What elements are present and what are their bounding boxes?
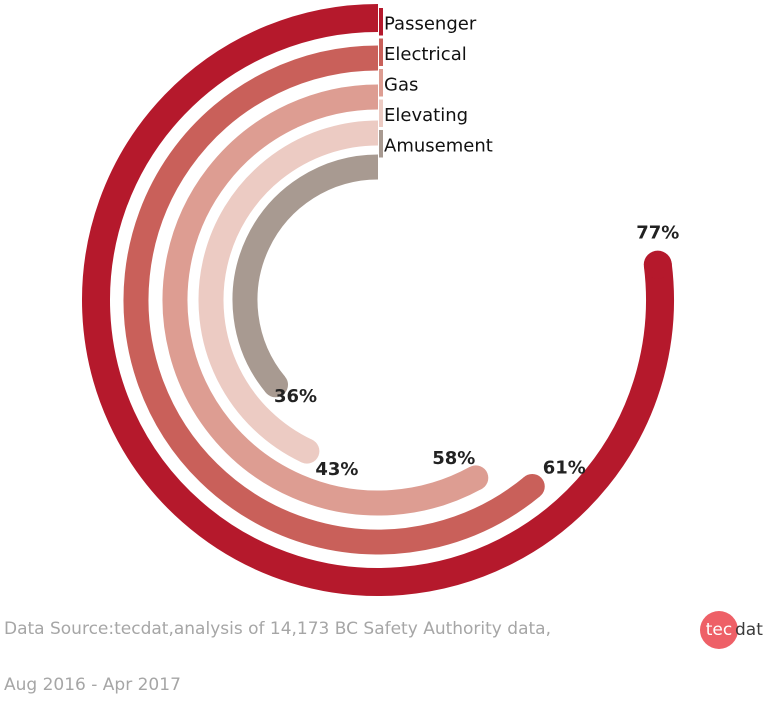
arc-passenger [82,4,674,596]
data-label-passenger: 77% [636,223,679,244]
data-label-amusement: 36% [274,386,317,407]
legend-swatch-elevating [379,99,383,127]
data-source-line-2: Aug 2016 - Apr 2017 [4,675,181,695]
data-label-gas: 58% [432,448,475,469]
data-label-electrical: 61% [543,457,586,478]
arc-elevating [198,120,379,463]
tecdat-logo: tec dat [700,611,763,649]
logo-badge: tec [700,611,738,649]
arc-electrical [123,45,541,555]
legend-label-gas: Gas [384,74,418,95]
legend-label-passenger: Passenger [384,13,477,34]
legend-swatch-amusement [379,130,383,158]
legend-swatch-electrical [379,38,383,66]
data-label-elevating: 43% [315,459,358,480]
radial-bar-chart: 77% 61% 58% 43% 36% Passenger Electrical Gas Ele… [82,4,679,596]
arc-amusement [232,154,379,393]
legend-label-amusement: Amusement [384,135,493,156]
logo-text: dat [735,620,763,640]
arc-end-cap-elevating [294,438,320,464]
arc-end-cap-passenger [643,250,672,279]
data-source-line-1: Data Source:tecdat,analysis of 14,173 BC… [4,619,551,639]
legend-swatch-gas [379,69,383,97]
arc-end-cap-gas [463,465,489,491]
legend-label-electrical: Electrical [384,44,467,65]
arc-end-cap-amusement [263,372,289,398]
legend-label-elevating: Elevating [384,105,468,126]
arc-gas [162,84,482,516]
arc-end-cap-electrical [519,473,545,499]
legend-swatch-passenger [379,8,383,36]
